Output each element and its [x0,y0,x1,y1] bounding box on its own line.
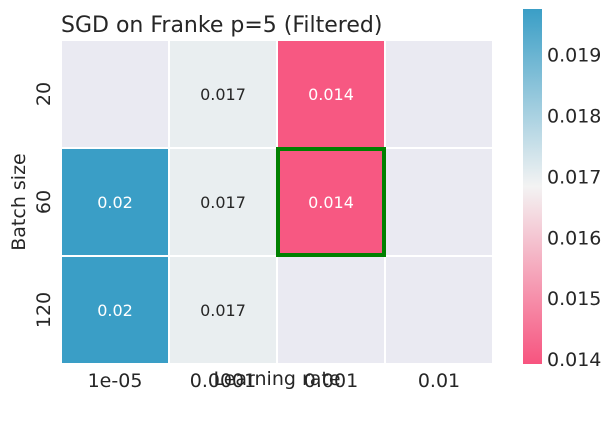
colorbar-gradient [523,9,542,364]
heatmap-cell [168,255,278,365]
y-tick-label: 20 [33,82,55,106]
heatmap-cell [384,255,494,365]
x-tick-labels: 1e-05 0.0001 0.001 0.01 [88,370,461,392]
heatmap-cell [60,255,170,365]
heatmap-cell [384,147,494,257]
colorbar-tick-label: 0.017 [547,166,601,188]
colorbar: 0.014 0.015 0.016 0.017 0.018 0.019 [523,9,601,371]
heatmap-cell [276,255,386,365]
x-tick-label: 0.001 [304,370,358,392]
heatmap-cell [168,39,278,149]
x-tick-label: 0.0001 [190,370,256,392]
heatmap-cells: 0.017 0.014 0.02 0.017 0.014 0.02 0.017 [60,39,494,365]
cell-value-label: 0.017 [200,301,246,320]
colorbar-tick-label: 0.019 [547,45,601,67]
cell-value-label: 0.014 [308,85,354,104]
x-tick-label: 0.01 [418,370,460,392]
colorbar-tick-label: 0.018 [547,106,601,128]
cell-value-label: 0.02 [97,193,133,212]
chart-title: SGD on Franke p=5 (Filtered) [61,13,382,38]
heatmap-cell [60,147,170,257]
y-axis-label: Batch size [8,153,30,251]
best-cell-highlight [276,147,386,257]
x-tick-label: 1e-05 [88,370,143,392]
y-tick-labels: 20 60 120 [33,82,55,328]
cell-value-label: 0.02 [97,301,133,320]
cell-value-label: 0.014 [308,193,354,212]
y-tick-label: 120 [33,292,55,328]
heatmap-cell [276,39,386,149]
heatmap-cell [384,39,494,149]
heatmap-cell [60,39,170,149]
colorbar-tick-label: 0.014 [547,349,601,371]
y-tick-label: 60 [33,190,55,214]
cell-value-label: 0.017 [200,193,246,212]
cell-value-label: 0.017 [200,85,246,104]
colorbar-tick-label: 0.016 [547,227,601,249]
colorbar-tick-label: 0.015 [547,288,601,310]
x-axis-label: Learning rate [213,368,340,390]
